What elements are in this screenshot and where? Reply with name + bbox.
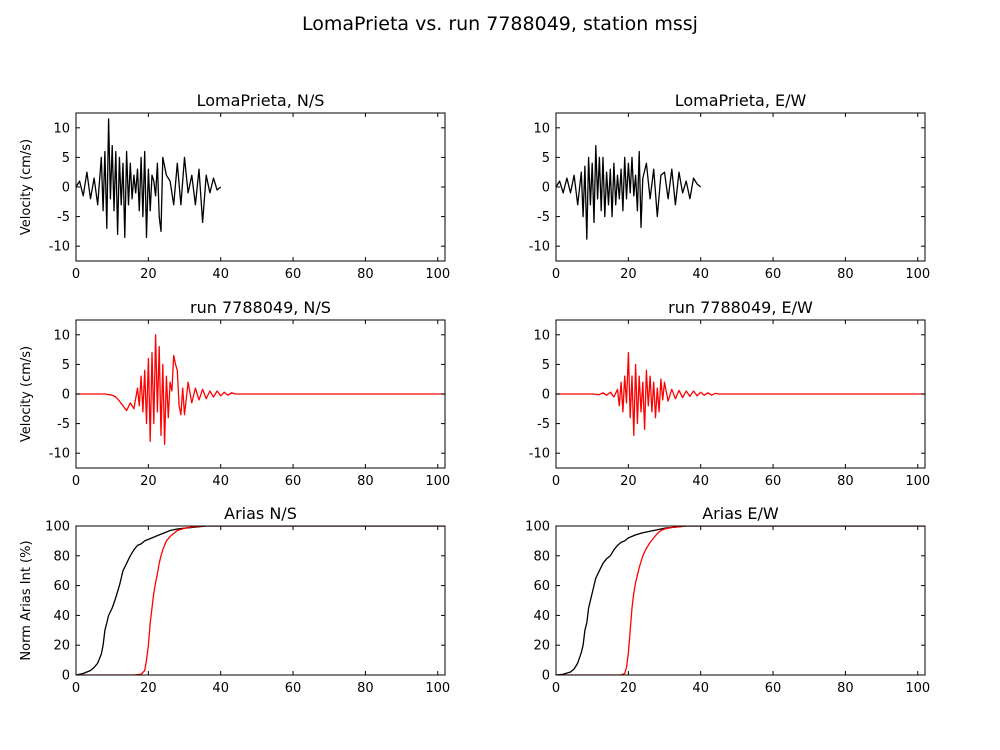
y-tick-label: -5 [537,210,550,225]
y-tick-label: 5 [62,151,70,166]
x-tick-label: 80 [357,681,374,696]
y-tick-label: 10 [533,121,550,136]
y-tick-label: 80 [53,549,70,564]
x-tick-label: 40 [212,681,229,696]
x-tick-label: 0 [552,267,560,282]
series-line-1 [76,526,445,675]
subplot-title: Arias E/W [702,504,779,523]
x-tick-label: 60 [765,267,782,282]
y-axis-label: Velocity (cm/s) [19,346,34,442]
subplot-title: run 7788049, E/W [668,298,813,317]
x-tick-label: 20 [140,267,157,282]
x-tick-label: 60 [285,267,302,282]
y-tick-label: -10 [49,240,70,255]
x-tick-label: 100 [905,681,930,696]
y-tick-label: -5 [537,417,550,432]
x-tick-label: 60 [765,681,782,696]
x-tick-label: 100 [425,267,450,282]
subplot-arias-ns: 0 20 40 60 80 100 100 80 60 40 20 0 Arias N/S Norm Ar… [19,504,450,696]
x-tick-label: 80 [837,681,854,696]
y-tick-label: 5 [62,358,70,373]
y-tick-label: 40 [53,609,70,624]
y-tick-label: 80 [533,549,550,564]
y-tick-label: 0 [542,181,550,196]
x-tick-label: 80 [357,474,374,489]
x-tick-label: 40 [692,681,709,696]
y-tick-label: 0 [542,388,550,403]
x-tick-label: 60 [765,474,782,489]
y-tick-label: 60 [53,579,70,594]
x-tick-label: 60 [285,474,302,489]
y-tick-label: -10 [529,447,550,462]
x-tick-label: 20 [140,681,157,696]
x-tick-label: 40 [212,474,229,489]
x-tick-label: 100 [905,267,930,282]
x-tick-label: 0 [72,267,80,282]
y-tick-label: 20 [53,639,70,654]
series-line-1 [556,351,925,437]
y-axis-label: Norm Arias Int (%) [19,540,34,660]
x-tick-label: 100 [425,474,450,489]
x-tick-label: 20 [620,267,637,282]
y-tick-label: 100 [45,520,70,535]
y-tick-label: 0 [62,181,70,196]
y-axis-label: Velocity (cm/s) [19,139,34,235]
series-line-1 [556,144,702,240]
x-tick-label: 80 [357,267,374,282]
y-tick-label: 60 [533,579,550,594]
y-tick-label: -10 [529,240,550,255]
x-tick-label: 40 [212,267,229,282]
x-tick-label: 20 [620,681,637,696]
y-tick-label: 5 [542,151,550,166]
axes-frame [555,525,926,676]
y-tick-label: 5 [542,358,550,373]
subplot-vel-sim-ew: 0 20 40 60 80 100 10 5 0 -5 -10 run 7788049, E/W [529,298,930,489]
series-line-2 [76,526,445,675]
y-tick-label: 0 [62,669,70,684]
x-tick-label: 40 [692,474,709,489]
axes-frame [75,525,446,676]
x-tick-label: 0 [552,474,560,489]
x-tick-label: 20 [140,474,157,489]
series-line-2 [556,526,925,675]
figure-suptitle: LomaPrieta vs. run 7788049, station mssj [302,13,698,35]
y-tick-label: -10 [49,447,70,462]
y-tick-label: 10 [53,121,70,136]
y-tick-label: -5 [57,417,70,432]
y-tick-label: 0 [542,669,550,684]
x-tick-label: 60 [285,681,302,696]
subplot-vel-rec-ew: 0 20 40 60 80 100 10 5 0 -5 -10 LomaPrieta, E/W [529,91,930,282]
x-tick-label: 40 [692,267,709,282]
series-line-1 [556,526,925,675]
x-tick-label: 0 [72,681,80,696]
y-tick-label: 20 [533,639,550,654]
subplot-title: run 7788049, N/S [190,298,331,317]
x-tick-label: 20 [620,474,637,489]
subplot-vel-sim-ns: 0 20 40 60 80 100 10 5 0 -5 -10 run 7788049, N/S Vel… [19,298,450,489]
subplot-title: Arias N/S [224,504,297,523]
series-line-1 [76,118,222,238]
y-tick-label: 10 [53,328,70,343]
subplot-title: LomaPrieta, E/W [675,91,807,110]
x-tick-label: 0 [552,681,560,696]
x-tick-label: 100 [905,474,930,489]
x-tick-label: 80 [837,267,854,282]
y-tick-label: -5 [57,210,70,225]
x-tick-label: 0 [72,474,80,489]
subplot-vel-rec-ns: 0 20 40 60 80 100 10 5 0 -5 -10 LomaPrieta, N/S Velo… [19,91,450,282]
subplot-title: LomaPrieta, N/S [197,91,325,110]
series-line-1 [76,334,445,445]
subplot-arias-ew: 0 20 40 60 80 100 100 80 60 40 20 0 Arias E/W [525,504,930,696]
x-tick-label: 80 [837,474,854,489]
y-tick-label: 40 [533,609,550,624]
x-tick-label: 100 [425,681,450,696]
y-tick-label: 10 [533,328,550,343]
y-tick-label: 100 [525,520,550,535]
y-tick-label: 0 [62,388,70,403]
